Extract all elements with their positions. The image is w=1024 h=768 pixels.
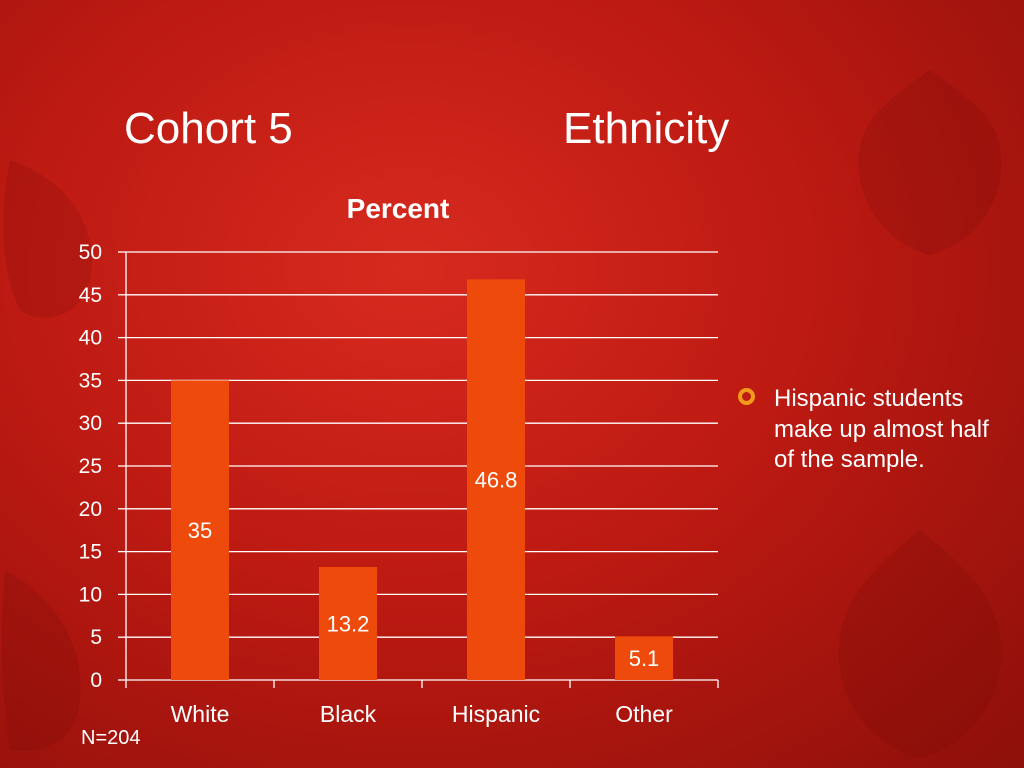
y-tick-label: 35 bbox=[79, 369, 102, 392]
data-label: 5.1 bbox=[629, 646, 660, 671]
chart-title: Percent bbox=[346, 193, 450, 224]
sample-size-note: N=204 bbox=[81, 727, 141, 749]
x-category-label: Black bbox=[320, 701, 377, 727]
leaf-decoration bbox=[1, 570, 81, 752]
y-tick-label: 30 bbox=[79, 412, 102, 435]
bullet-ring-icon bbox=[738, 388, 755, 405]
data-label: 46.8 bbox=[475, 468, 518, 493]
data-label: 35 bbox=[188, 518, 212, 543]
y-tick-label: 25 bbox=[79, 455, 102, 478]
y-tick-label: 0 bbox=[90, 669, 102, 692]
y-tick-label: 50 bbox=[79, 241, 102, 264]
x-category-label: White bbox=[171, 701, 230, 727]
leaf-decoration bbox=[838, 530, 1002, 758]
data-label: 13.2 bbox=[327, 612, 370, 637]
y-tick-label: 5 bbox=[90, 626, 102, 649]
y-tick-label: 20 bbox=[79, 498, 102, 521]
bar-black bbox=[319, 567, 377, 680]
bar-white bbox=[171, 380, 229, 680]
slide-title-cohort: Cohort 5 bbox=[124, 104, 293, 153]
x-category-label: Hispanic bbox=[452, 701, 540, 727]
x-category-label: Other bbox=[615, 701, 673, 727]
y-tick-label: 45 bbox=[79, 284, 102, 307]
bar-hispanic bbox=[467, 279, 525, 680]
y-tick-label: 40 bbox=[79, 327, 102, 350]
slide-title-ethnicity: Ethnicity bbox=[563, 104, 730, 153]
bar-other bbox=[615, 636, 673, 680]
y-tick-label: 10 bbox=[79, 583, 102, 606]
leaf-decoration bbox=[858, 70, 1002, 255]
y-tick-label: 15 bbox=[79, 541, 102, 564]
bullet-text: Hispanic students make up almost half of… bbox=[774, 385, 989, 473]
leaf-decoration bbox=[3, 160, 92, 318]
